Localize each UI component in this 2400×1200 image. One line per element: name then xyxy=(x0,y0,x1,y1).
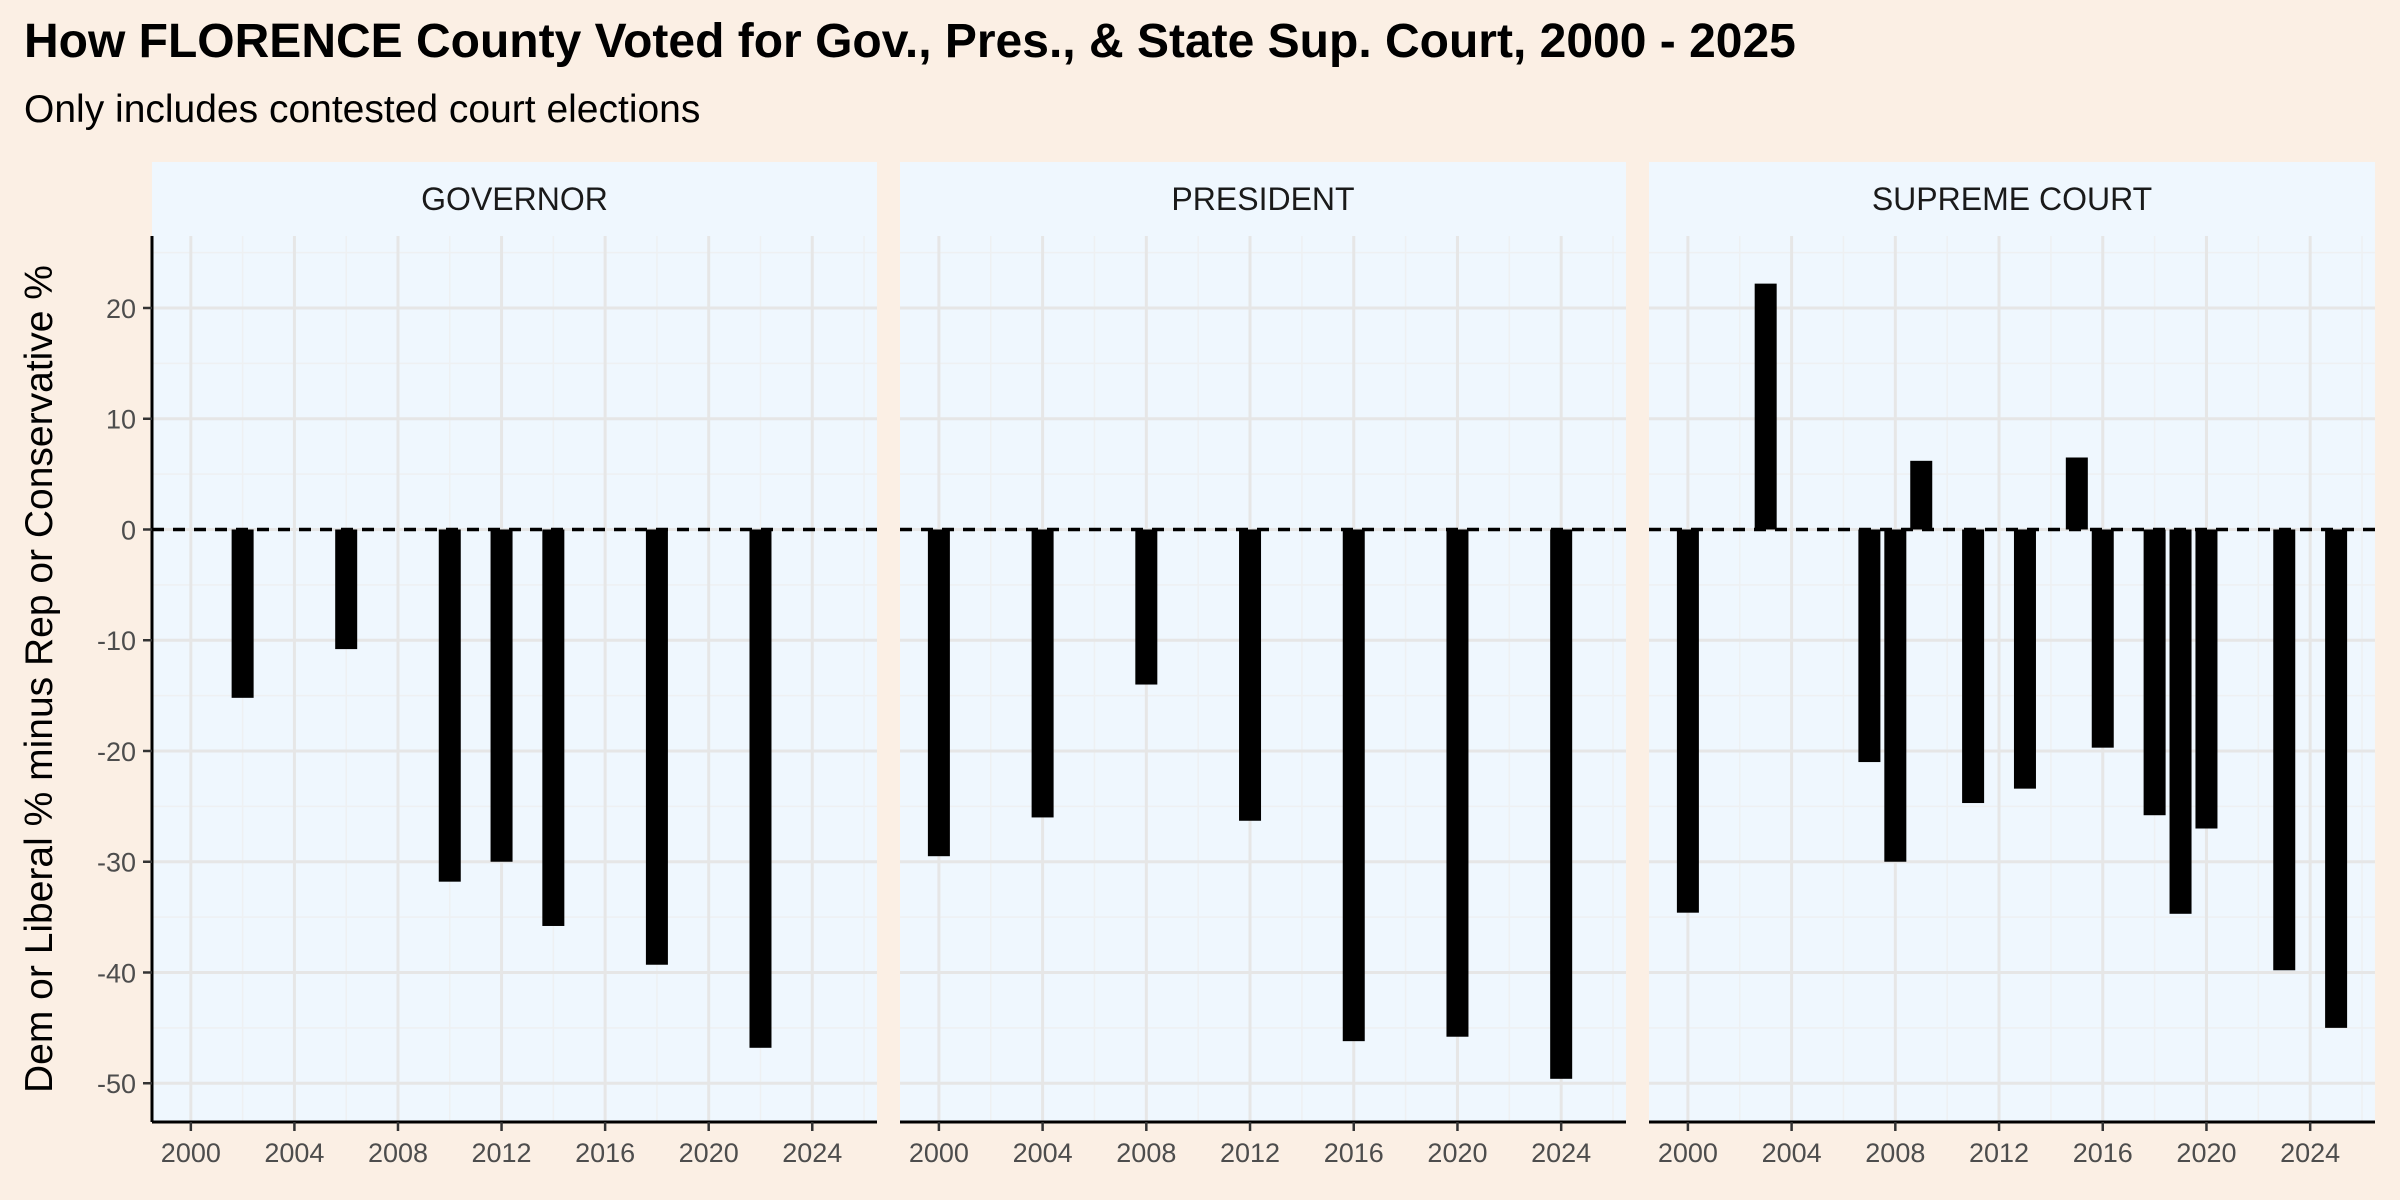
bar-president-2020 xyxy=(1446,529,1469,1037)
x-tick-label: 2008 xyxy=(368,1138,428,1168)
y-tick-label: 20 xyxy=(106,294,136,324)
x-tick-label: 2016 xyxy=(2073,1138,2133,1168)
y-tick-label: -50 xyxy=(97,1069,136,1099)
bar-supreme-court-2009 xyxy=(1910,460,1933,530)
facet-strip-label: GOVERNOR xyxy=(421,181,608,217)
bar-governor-2006 xyxy=(335,529,358,650)
x-tick-label: 2024 xyxy=(1531,1138,1591,1168)
x-tick-label: 2024 xyxy=(782,1138,842,1168)
x-tick-label: 2024 xyxy=(2280,1138,2340,1168)
bar-president-2012 xyxy=(1239,529,1262,821)
x-tick-label: 2008 xyxy=(1116,1138,1176,1168)
facet-supreme-court: SUPREME COURT 2000 2004 2008 2012 2016 2020 202… xyxy=(1649,162,2375,1168)
x-tick-label: 2020 xyxy=(1427,1138,1487,1168)
bar-supreme-court-2025 xyxy=(2325,529,2348,1028)
bar-supreme-court-2016 xyxy=(2091,529,2114,748)
y-tick-label: -20 xyxy=(97,737,136,767)
x-tick-label: 2012 xyxy=(1220,1138,1280,1168)
bar-president-2016 xyxy=(1342,529,1365,1042)
bar-supreme-court-2018 xyxy=(2143,529,2166,816)
bar-governor-2010 xyxy=(438,529,461,882)
facet-strip-label: SUPREME COURT xyxy=(1872,181,2152,217)
bar-president-2004 xyxy=(1031,529,1054,818)
bar-governor-2022 xyxy=(749,529,772,1048)
x-tick-label: 2008 xyxy=(1865,1138,1925,1168)
facet-president: PRESIDENT 2000 2004 2008 2012 2016 2020 2024 xyxy=(900,162,1626,1168)
x-tick-label: 2000 xyxy=(909,1138,969,1168)
bar-governor-2012 xyxy=(490,529,513,862)
facet-strip xyxy=(152,162,877,236)
x-tick-label: 2020 xyxy=(2176,1138,2236,1168)
bar-president-2024 xyxy=(1550,529,1573,1079)
bar-supreme-court-2015 xyxy=(2065,457,2088,530)
bar-supreme-court-2008 xyxy=(1884,529,1907,862)
x-tick-label: 2000 xyxy=(1658,1138,1718,1168)
x-tick-label: 2016 xyxy=(575,1138,635,1168)
bar-president-2008 xyxy=(1135,529,1158,685)
facet-strip xyxy=(900,162,1626,236)
facet-strip xyxy=(1649,162,2375,236)
chart-subtitle: Only includes contested court elections xyxy=(24,88,701,131)
bar-supreme-court-2007 xyxy=(1858,529,1881,763)
chart-title: How FLORENCE County Voted for Gov., Pres… xyxy=(24,15,1796,68)
x-tick-label: 2012 xyxy=(1969,1138,2029,1168)
y-axis-title: Dem or Liberal % minus Rep or Conservati… xyxy=(18,265,61,1093)
bar-supreme-court-2003 xyxy=(1754,283,1777,530)
x-tick-label: 2016 xyxy=(1324,1138,1384,1168)
bar-supreme-court-2023 xyxy=(2273,529,2296,971)
bar-governor-2002 xyxy=(231,529,254,698)
bar-governor-2018 xyxy=(645,529,668,965)
x-tick-label: 2004 xyxy=(1762,1138,1822,1168)
y-tick-label: -40 xyxy=(97,958,136,988)
bar-supreme-court-2000 xyxy=(1676,529,1699,913)
bar-president-2000 xyxy=(927,529,950,857)
y-tick-label: -30 xyxy=(97,848,136,878)
panel-background xyxy=(900,236,1626,1122)
y-tick-label: -10 xyxy=(97,626,136,656)
x-tick-label: 2004 xyxy=(1013,1138,1073,1168)
bar-governor-2014 xyxy=(542,529,565,926)
x-tick-label: 2012 xyxy=(472,1138,532,1168)
x-tick-label: 2004 xyxy=(264,1138,324,1168)
bar-supreme-court-2013 xyxy=(2013,529,2036,789)
facet-strip-label: PRESIDENT xyxy=(1171,181,1354,217)
bar-supreme-court-2019 xyxy=(2169,529,2192,914)
bar-supreme-court-2020 xyxy=(2195,529,2218,829)
x-tick-label: 2020 xyxy=(679,1138,739,1168)
y-tick-label: 10 xyxy=(106,405,136,435)
y-tick-label: 0 xyxy=(121,515,136,545)
facet-governor: GOVERNOR 2000 2004 2008 2012 2016 2020 2024 xyxy=(150,162,877,1168)
x-tick-label: 2000 xyxy=(161,1138,221,1168)
bar-supreme-court-2011 xyxy=(1962,529,1985,804)
